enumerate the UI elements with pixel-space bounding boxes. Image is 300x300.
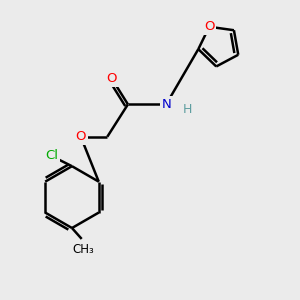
Text: N: N: [161, 98, 171, 111]
Text: CH₃: CH₃: [72, 243, 94, 256]
Text: O: O: [76, 130, 86, 143]
Text: O: O: [204, 20, 214, 33]
Text: H: H: [183, 103, 192, 116]
Text: O: O: [106, 72, 117, 85]
Text: Cl: Cl: [46, 149, 59, 162]
